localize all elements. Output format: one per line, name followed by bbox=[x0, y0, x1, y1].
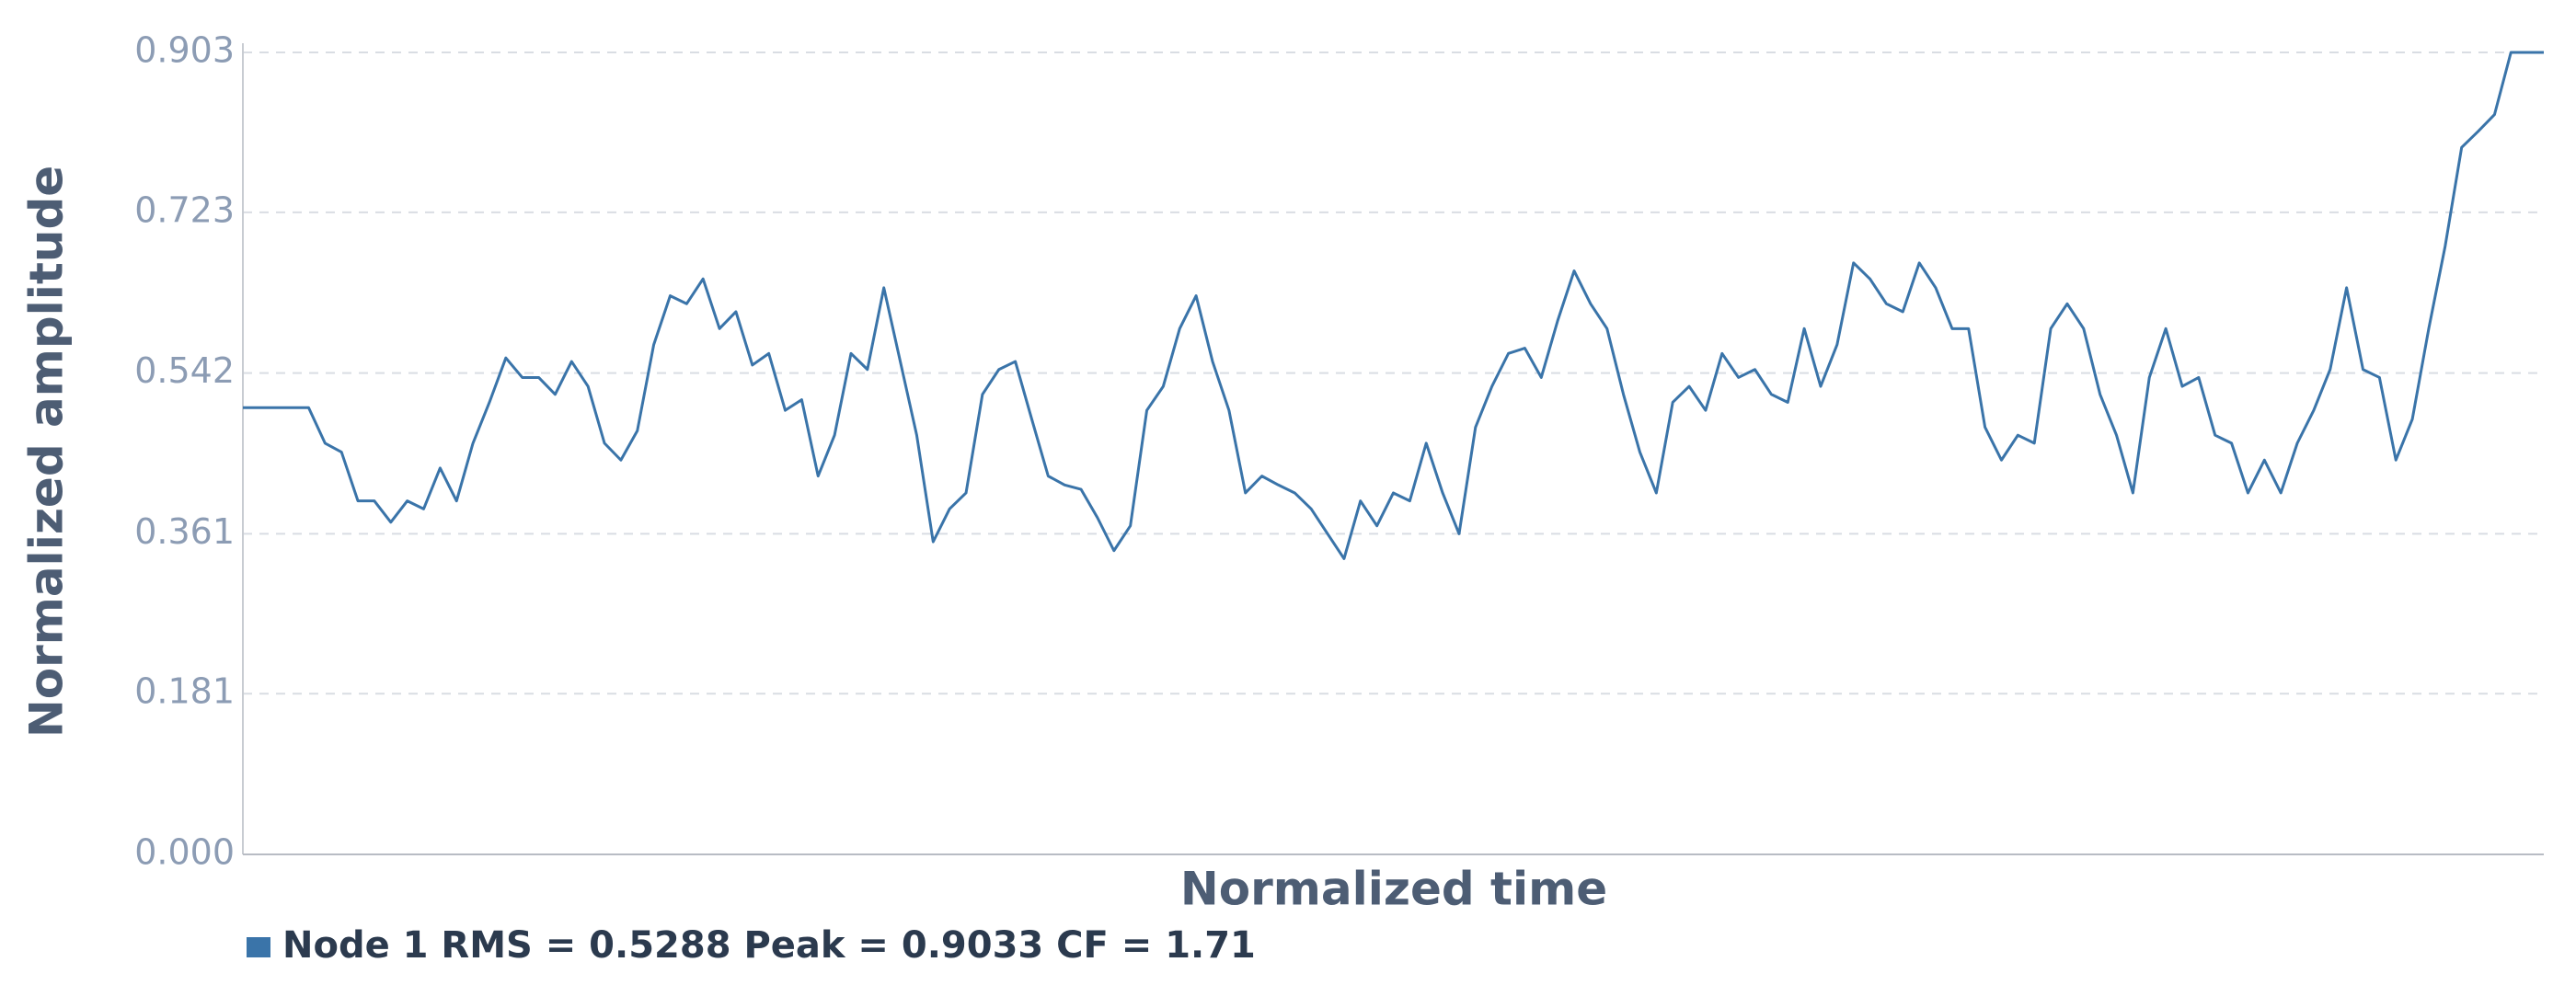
y-tick-label: 0.181 bbox=[134, 671, 235, 712]
y-tick-label: 0.000 bbox=[134, 832, 235, 873]
y-tick-label: 0.542 bbox=[134, 350, 235, 391]
legend-swatch bbox=[247, 937, 270, 957]
y-tick-label: 0.723 bbox=[134, 189, 235, 230]
x-axis-title: Normalized time bbox=[1180, 863, 1607, 916]
y-axis-title: Normalized amplitude bbox=[20, 166, 74, 738]
legend-label: Node 1 RMS = 0.5288 Peak = 0.9033 CF = 1… bbox=[282, 924, 1256, 967]
y-tick-label: 0.361 bbox=[134, 511, 235, 552]
data-line bbox=[243, 51, 2544, 560]
y-tick-label: 0.903 bbox=[134, 30, 235, 71]
